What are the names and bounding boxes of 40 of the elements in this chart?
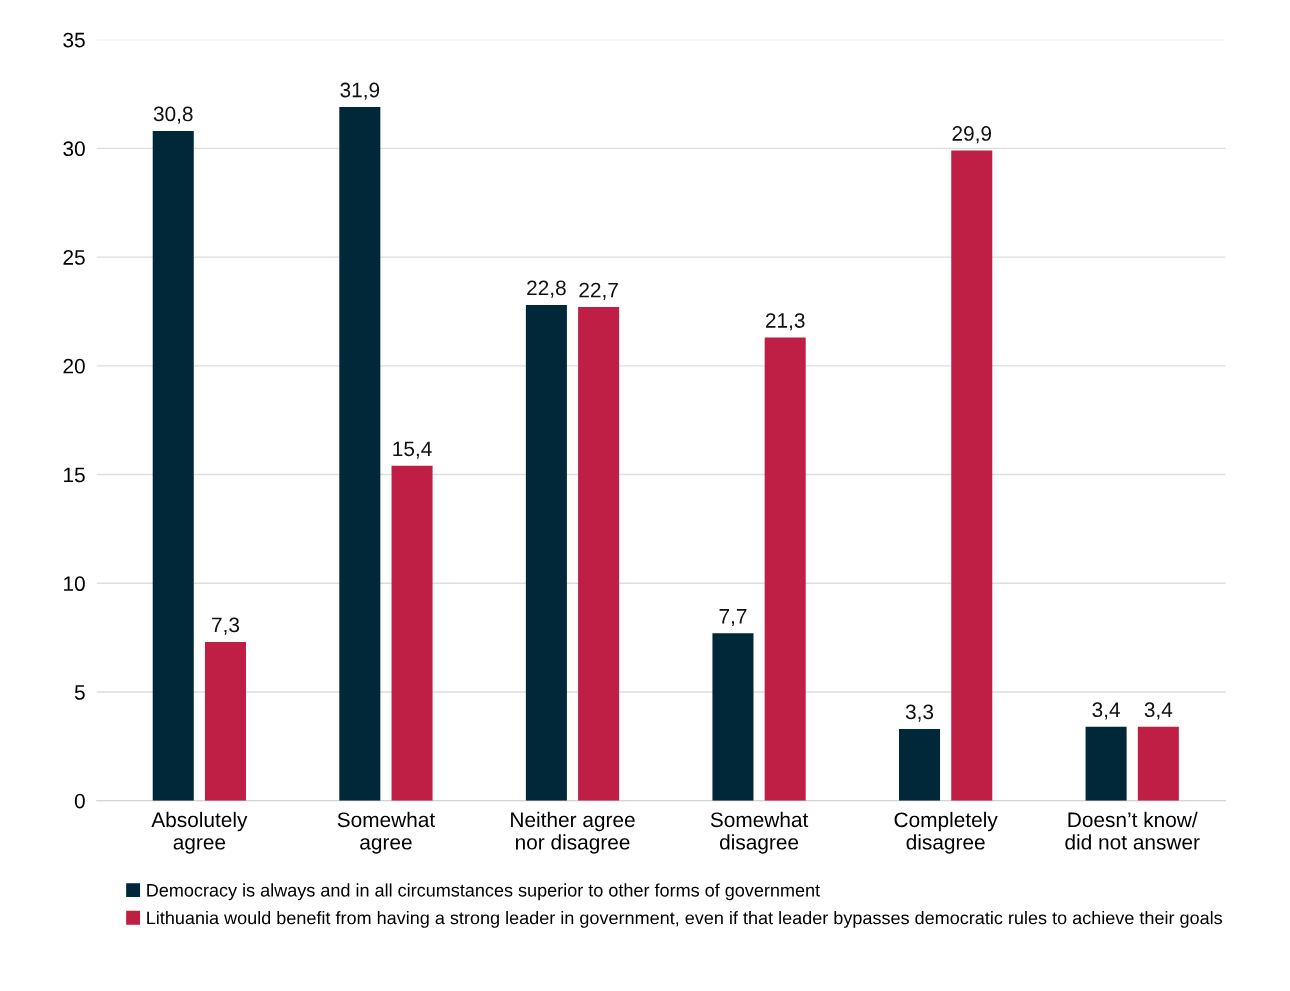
bar bbox=[152, 130, 194, 801]
y-tick-label: 30 bbox=[63, 141, 85, 157]
data-label: 3,4 bbox=[1144, 702, 1173, 720]
data-label: 31,9 bbox=[340, 82, 380, 100]
bar bbox=[525, 304, 567, 801]
data-label: 30,8 bbox=[153, 106, 193, 124]
bar bbox=[951, 150, 993, 801]
y-tick-label: 10 bbox=[64, 576, 85, 592]
data-label: 3,3 bbox=[905, 704, 934, 722]
x-tick-label: Somewhat disagree bbox=[710, 811, 809, 854]
data-label: 3,4 bbox=[1092, 702, 1120, 720]
y-tick-label: 20 bbox=[63, 358, 85, 374]
y-tick-label: 35 bbox=[63, 32, 85, 48]
legend-label: Lithuania would benefit from having a strong leader in government, even if that leader bypasses democratic rules to achieve their goals bbox=[147, 911, 1223, 928]
bar bbox=[204, 641, 247, 801]
y-tick-label: 0 bbox=[74, 793, 85, 809]
bar bbox=[391, 465, 433, 801]
bar bbox=[1085, 726, 1127, 801]
bar bbox=[899, 728, 941, 801]
data-label: 22,7 bbox=[579, 282, 618, 300]
x-tick-label: Completely disagree bbox=[894, 811, 998, 854]
y-tick-label: 25 bbox=[63, 250, 85, 265]
bar bbox=[712, 633, 754, 801]
y-tick-label: 15 bbox=[64, 467, 85, 483]
data-label: 22,8 bbox=[527, 280, 566, 298]
data-label: 15,4 bbox=[393, 441, 432, 459]
data-label: 7,3 bbox=[212, 617, 240, 635]
y-tick-label: 5 bbox=[74, 685, 85, 700]
x-tick-label: Neither agree nor disagree bbox=[511, 811, 635, 854]
x-tick-label: Doesn’t know/ did not answer bbox=[1065, 811, 1200, 850]
x-tick-label: Absolutely agree bbox=[151, 811, 248, 854]
bar bbox=[339, 107, 381, 801]
data-label: 7,7 bbox=[719, 609, 747, 627]
data-label: 21,3 bbox=[765, 313, 805, 331]
bar bbox=[764, 337, 806, 801]
bar bbox=[1137, 726, 1179, 801]
x-tick-label: Somewhat agree bbox=[337, 811, 435, 854]
data-label: 29,9 bbox=[952, 126, 992, 144]
bar bbox=[578, 307, 620, 801]
legend-label: Democracy is always and in all circumstances superior to other forms of government bbox=[147, 883, 820, 901]
